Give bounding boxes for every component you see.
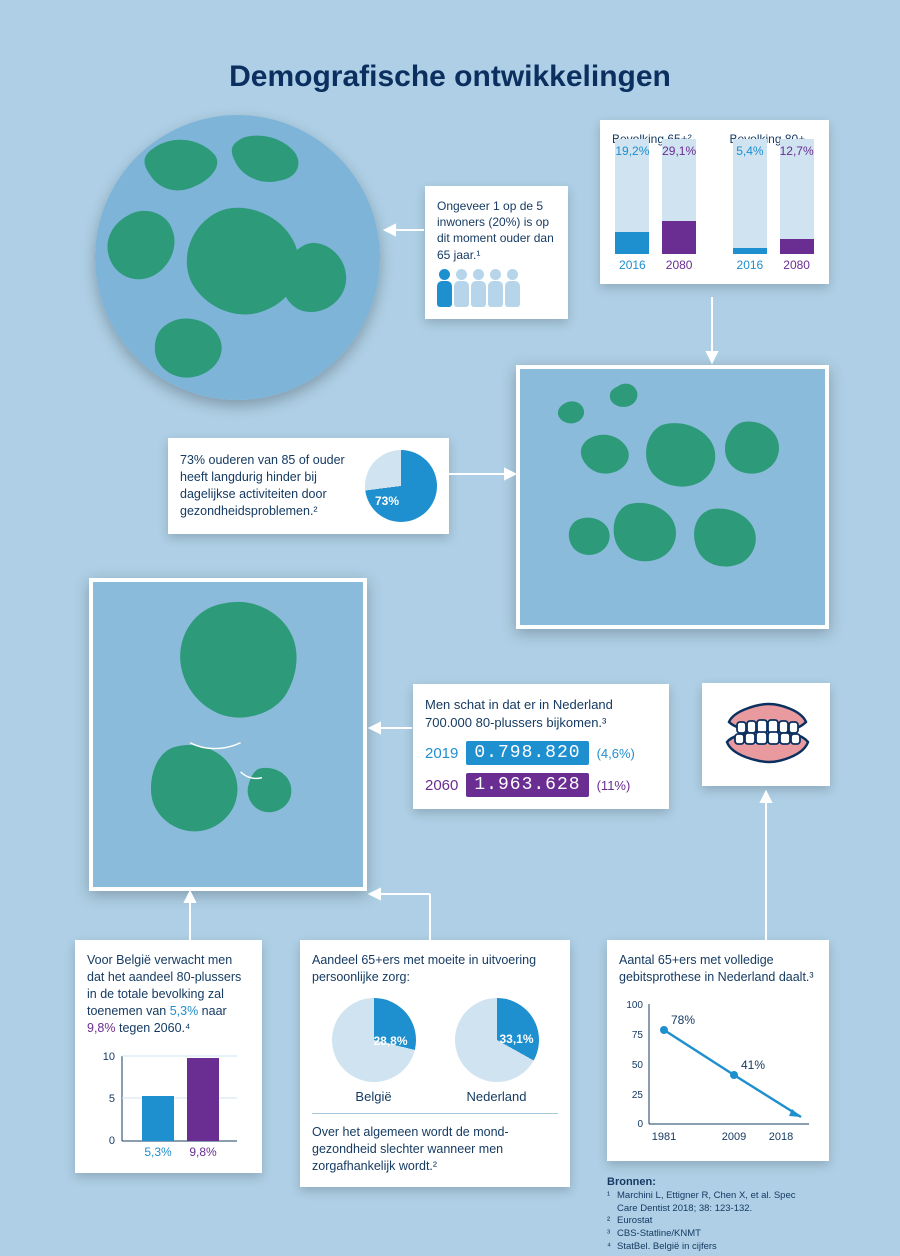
population-bars-card: Bevolking 65+² 19,2% 2016 29,1% 2080 Bev…: [600, 120, 829, 284]
pop65-chart: Bevolking 65+² 19,2% 2016 29,1% 2080: [612, 132, 700, 272]
belgium-barchart: 10 5 0 5,3% 9,8%: [87, 1046, 252, 1161]
globe-icon: [95, 115, 380, 400]
nl-counter-card: Men schat in dat er in Nederland 700.000…: [413, 684, 669, 809]
dentures-card: [702, 683, 830, 786]
dentures-line-card: Aantal 65+ers met volledige gebitsprothe…: [607, 940, 829, 1161]
svg-text:2009: 2009: [722, 1131, 746, 1143]
benelux-map: [89, 578, 367, 891]
svg-text:5: 5: [109, 1093, 115, 1105]
svg-text:5,3%: 5,3%: [144, 1145, 172, 1159]
dentures-icon: [719, 700, 814, 770]
stat-1in5-text: Ongeveer 1 op de 5 inwoners (20%) is op …: [437, 198, 556, 263]
svg-text:0: 0: [109, 1135, 115, 1147]
svg-text:41%: 41%: [741, 1058, 765, 1072]
pie73-card: 73% ouderen van 85 of ouder heeft langdu…: [168, 438, 449, 534]
pop80-chart: Bevolking 80+ 5,4% 2016 12,7% 2080: [730, 132, 818, 272]
care-pie-nl: 33,1%: [455, 998, 539, 1082]
svg-text:78%: 78%: [671, 1013, 695, 1027]
page-title: Demografische ontwikkelingen: [0, 60, 900, 94]
svg-text:100: 100: [626, 1000, 643, 1011]
care-card: Aandeel 65+ers met moeite in uitvoering …: [300, 940, 570, 1187]
people-icons: [437, 269, 556, 307]
europe-map: [516, 365, 829, 629]
dentures-line-chart: 100 75 50 25 0 78% 41% 1981 2009 2018: [619, 994, 819, 1149]
svg-text:0: 0: [637, 1119, 643, 1130]
sources: Bronnen: ¹Marchini L, Ettigner R, Chen X…: [607, 1175, 817, 1254]
belgium-card: Voor België verwacht men dat het aandeel…: [75, 940, 262, 1173]
svg-text:25: 25: [632, 1090, 644, 1101]
svg-text:10: 10: [103, 1051, 115, 1063]
svg-text:2018: 2018: [769, 1131, 793, 1143]
svg-text:9,8%: 9,8%: [189, 1145, 217, 1159]
pie73-chart: [365, 450, 437, 522]
stat-1in5-card: Ongeveer 1 op de 5 inwoners (20%) is op …: [425, 186, 568, 319]
care-pie-be: 28,8%: [332, 998, 416, 1082]
svg-text:75: 75: [632, 1030, 644, 1041]
svg-text:50: 50: [632, 1060, 644, 1071]
svg-text:1981: 1981: [652, 1131, 676, 1143]
